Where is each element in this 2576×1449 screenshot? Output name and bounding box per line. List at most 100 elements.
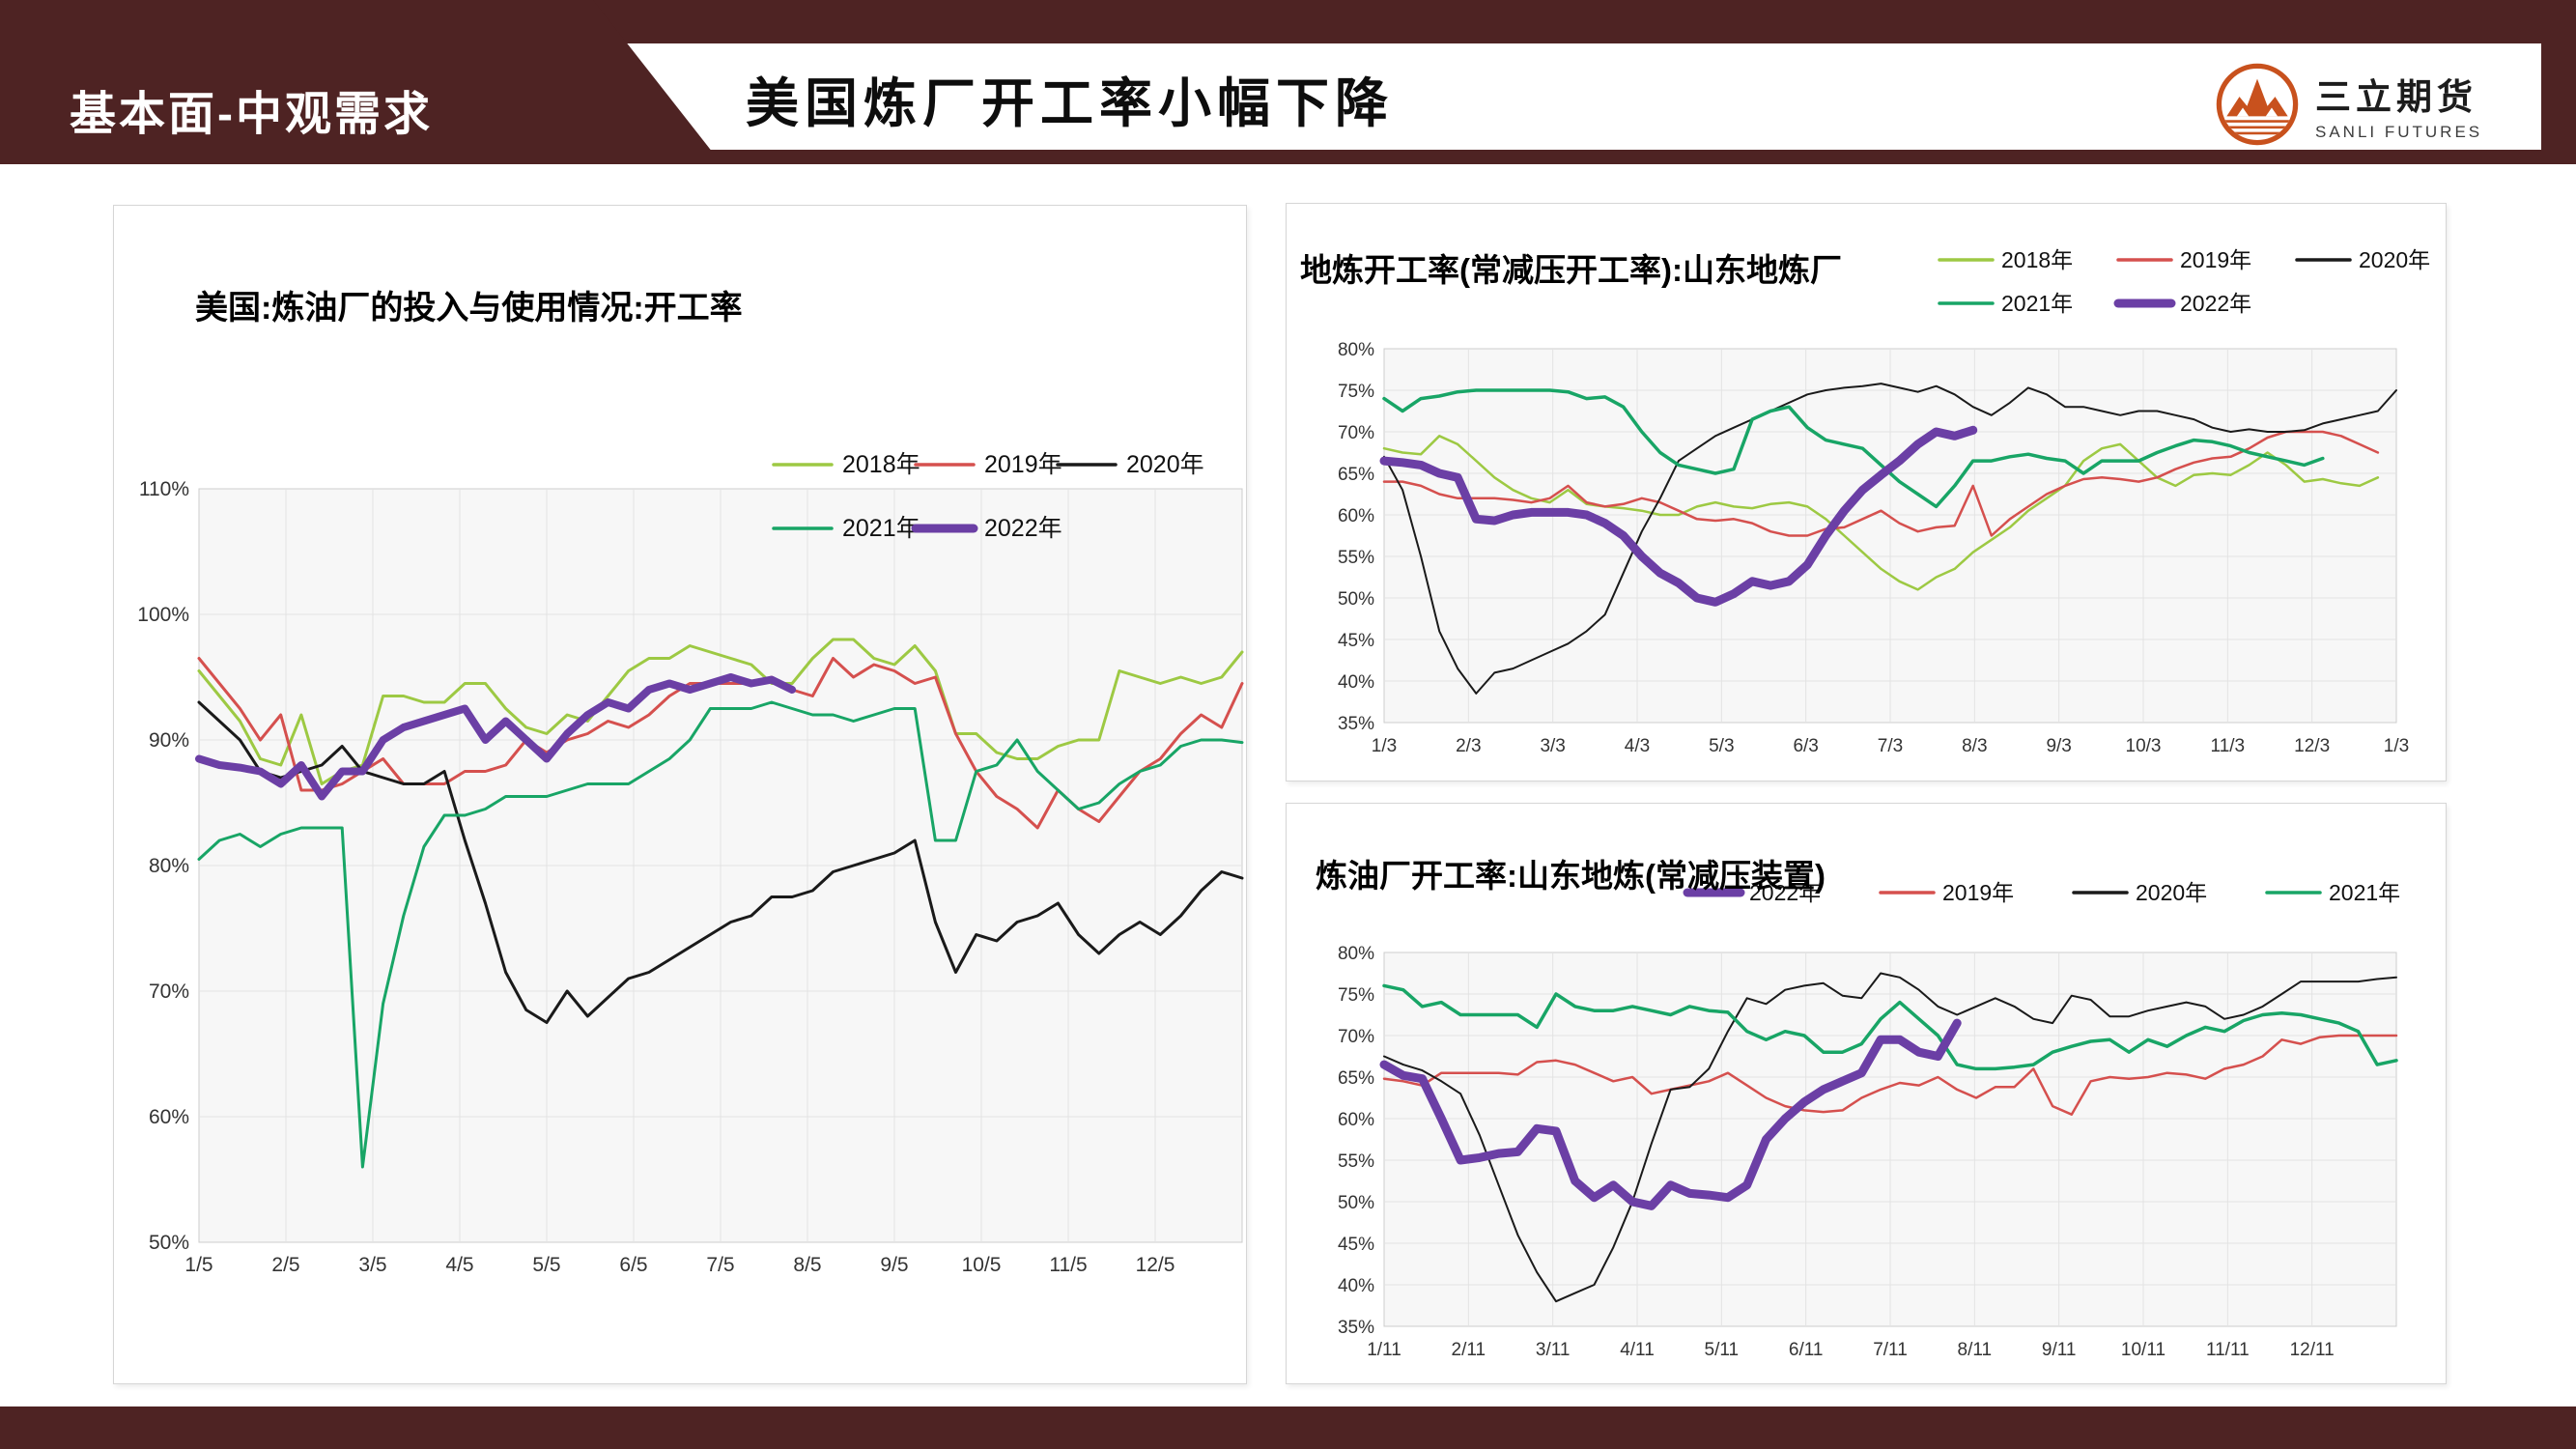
series-line-2021年 (197, 700, 1244, 1169)
x-tick-label: 8/5 (793, 1254, 821, 1276)
header-right-strip (2541, 0, 2576, 164)
header-rule (0, 150, 2541, 164)
x-tick-label: 10/3 (2126, 736, 2162, 756)
y-tick-label: 50% (1338, 589, 1374, 610)
x-tick-label: 5/3 (1709, 736, 1734, 756)
legend-label-2019年: 2019年 (2180, 247, 2251, 272)
chart-card-us-refinery-rate: 美国:炼油厂的投入与使用情况:开工率 110% 100% 90% 80% 70% 60% 5… (113, 205, 1247, 1384)
bottom-band (0, 1406, 2576, 1449)
series-line-2021年 (1382, 388, 2325, 509)
x-tick-label: 5/11 (1705, 1340, 1740, 1360)
chart-card-shandong-cdu-rate: 炼油厂开工率:山东地炼(常减压装置) 80% 75% 70% 65% 60% 55% 50%… (1286, 803, 2447, 1384)
legend-label-2021年: 2021年 (842, 515, 920, 542)
legend-label-2020年: 2020年 (1126, 451, 1204, 478)
y-tick-label: 50% (149, 1232, 189, 1254)
y-tick-label: 75% (1338, 382, 1374, 402)
series-line-2018年 (1382, 435, 2380, 591)
series-line-2022年 (1379, 425, 1978, 607)
x-tick-label: 3/3 (1540, 736, 1565, 756)
x-tick-label: 9/5 (880, 1254, 908, 1276)
y-tick-label: 80% (1338, 340, 1374, 360)
series-line-2019年 (1382, 430, 2380, 537)
y-tick-label: 80% (149, 855, 189, 877)
x-tick-label: 2/5 (271, 1254, 299, 1276)
y-tick-label: 65% (1338, 465, 1374, 485)
y-tick-label: 40% (1338, 1276, 1374, 1296)
y-tick-label: 60% (149, 1106, 189, 1128)
x-tick-label: 3/5 (358, 1254, 386, 1276)
brand-name-cn: 三立期货 (2315, 76, 2477, 117)
page-title: 美国炼厂开工率小幅下降 (746, 73, 1395, 133)
y-tick-label: 35% (1338, 714, 1374, 734)
x-tick-label: 9/11 (2042, 1340, 2077, 1360)
series-line-2020年 (197, 700, 1244, 1024)
x-tick-label: 11/3 (2211, 736, 2246, 756)
legend-label-2018年: 2018年 (2001, 247, 2073, 272)
x-tick-label: 11/11 (2206, 1340, 2250, 1360)
chart-title-shandong-local: 地炼开工率(常减压开工率):山东地炼厂 (1300, 252, 1842, 288)
legend-label-2021年: 2021年 (2329, 880, 2400, 905)
y-tick-label: 50% (1338, 1193, 1374, 1213)
section-tab (0, 0, 713, 153)
x-tick-label: 4/5 (445, 1254, 473, 1276)
series-line-2020年 (1383, 383, 2397, 695)
chart-title-us-refinery: 美国:炼油厂的投入与使用情况:开工率 (195, 290, 743, 327)
x-tick-label: 6/11 (1789, 1340, 1824, 1360)
x-tick-label: 4/3 (1625, 736, 1650, 756)
chart-title-shandong-cdu: 炼油厂开工率:山东地炼(常减压装置) (1316, 858, 1826, 894)
y-tick-label: 70% (1338, 1027, 1374, 1047)
x-tick-label: 12/3 (2294, 736, 2330, 756)
x-tick-label: 8/11 (1958, 1340, 1993, 1360)
y-tick-label: 80% (1338, 944, 1374, 964)
x-tick-label: 1/3 (1372, 736, 1397, 756)
legend-label-2019年: 2019年 (984, 451, 1062, 478)
brand-name-en: SANLI FUTURES (2315, 122, 2483, 141)
section-tab-label: 基本面-中观需求 (70, 89, 433, 140)
x-tick-label: 1/3 (2384, 736, 2409, 756)
shandong-cdu-rate-chart: 80% 75% 70% 65% 60% 55% 50% 45% 40% 35%1/11 2/11 3/… (1338, 880, 2400, 1360)
x-tick-label: 2/11 (1452, 1340, 1486, 1360)
series-line-2019年 (1382, 1034, 2398, 1116)
three-peaks-circle-icon (2216, 63, 2299, 146)
x-tick-label: 7/11 (1873, 1340, 1908, 1360)
y-tick-label: 75% (1338, 985, 1374, 1006)
series-line-2018年 (197, 638, 1244, 785)
series-line-2020年 (1383, 972, 2397, 1303)
x-tick-label: 4/11 (1620, 1340, 1655, 1360)
x-tick-label: 6/5 (619, 1254, 647, 1276)
y-tick-label: 110% (139, 478, 189, 500)
legend-label-2019年: 2019年 (1942, 880, 2014, 905)
x-tick-label: 11/5 (1049, 1254, 1087, 1276)
y-tick-label: 70% (149, 980, 189, 1003)
x-tick-label: 1/11 (1367, 1340, 1401, 1360)
x-tick-label: 9/3 (2046, 736, 2071, 756)
y-tick-label: 45% (1338, 631, 1374, 651)
y-tick-label: 70% (1338, 423, 1374, 443)
legend-label-2022年: 2022年 (984, 515, 1062, 542)
legend-label-2020年: 2020年 (2359, 247, 2430, 272)
y-tick-label: 100% (137, 604, 189, 626)
brand-logo: 三立期货 SANLI FUTURES (2215, 62, 2482, 147)
y-tick-label: 55% (1338, 548, 1374, 568)
legend-label-2018年: 2018年 (842, 451, 920, 478)
y-tick-label: 45% (1338, 1235, 1374, 1255)
series-line-2022年 (1379, 1018, 1962, 1210)
x-tick-label: 1/5 (184, 1254, 212, 1276)
legend-label-2022年: 2022年 (1749, 880, 1821, 905)
x-tick-label: 8/3 (1962, 736, 1987, 756)
y-tick-label: 35% (1338, 1318, 1374, 1338)
us-refinery-rate-chart: 110% 100% 90% 80% 70% 60% 50%1/5 2/5 3/5 4/5 5/5 6/… (137, 451, 1244, 1276)
x-tick-label: 6/3 (1793, 736, 1818, 756)
x-tick-label: 5/5 (532, 1254, 560, 1276)
y-tick-label: 55% (1338, 1151, 1374, 1172)
x-tick-label: 12/11 (2290, 1340, 2335, 1360)
series-line-2022年 (195, 673, 797, 801)
legend-label-2022年: 2022年 (2180, 291, 2251, 316)
x-tick-label: 7/3 (1878, 736, 1903, 756)
shandong-local-rate-chart: 80%75%70%65%60%55%50%45%40%35%1/3 2/3 3/3 4… (1338, 247, 2430, 756)
x-tick-label: 10/5 (962, 1254, 1002, 1276)
y-tick-label: 65% (1338, 1068, 1374, 1089)
series-line-2021年 (1382, 983, 2398, 1071)
x-tick-label: 12/5 (1136, 1254, 1175, 1276)
legend-label-2020年: 2020年 (2136, 880, 2207, 905)
